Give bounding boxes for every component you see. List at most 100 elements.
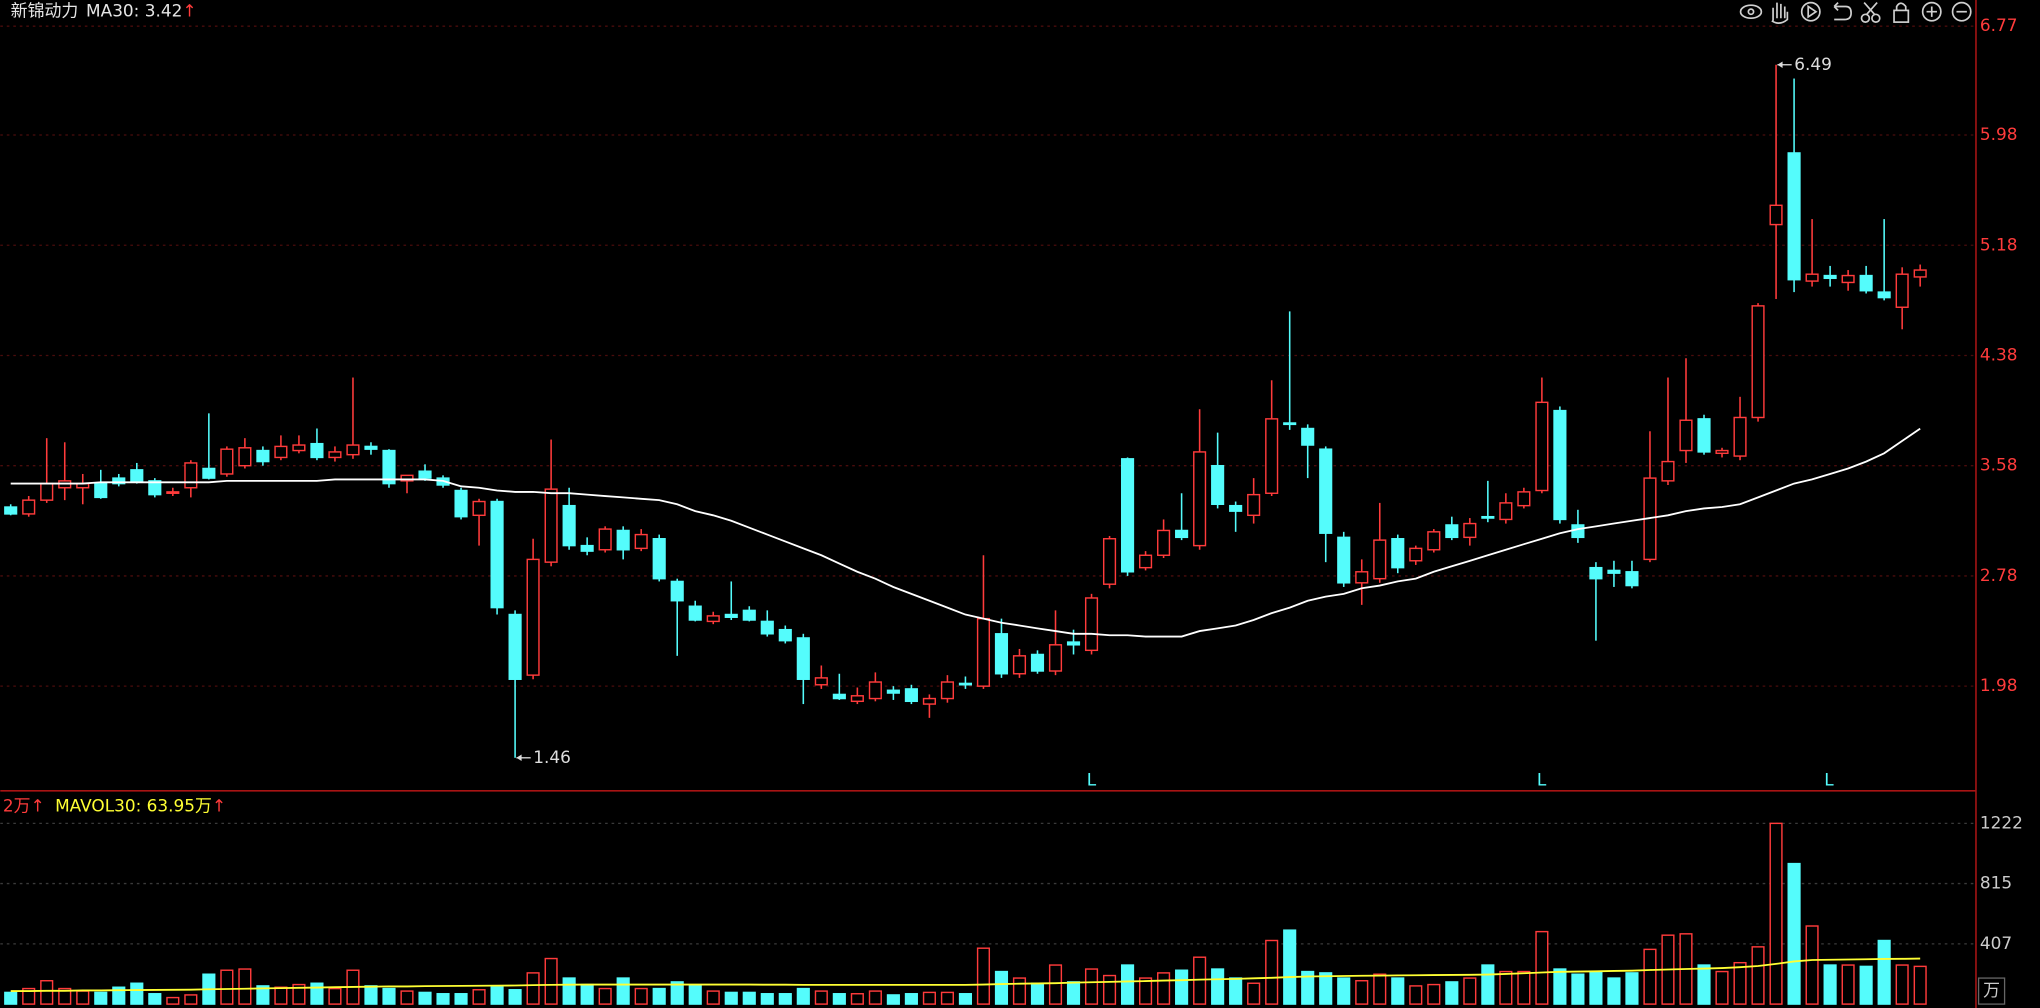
candle-body	[976, 617, 991, 687]
volume-bar	[76, 990, 90, 1005]
volume-bar	[1463, 977, 1477, 1005]
candle-body	[868, 681, 882, 700]
candle-body	[1229, 504, 1243, 512]
volume-bar	[40, 980, 54, 1005]
volume-bar	[1427, 983, 1441, 1005]
volume-bar	[130, 982, 144, 1005]
volume-bar	[292, 983, 306, 1005]
volume-bar	[1805, 925, 1819, 1005]
candle-body	[778, 628, 792, 642]
volume-bar	[868, 990, 882, 1005]
candle-body	[526, 558, 540, 676]
ma30-line	[10, 427, 1921, 638]
undo-icon[interactable]	[1833, 2, 1852, 21]
candle-body	[1247, 493, 1261, 517]
candle-body	[1283, 422, 1297, 426]
volume-bar	[1066, 981, 1081, 1005]
volume-bar	[1697, 964, 1711, 1005]
volume-bar	[634, 987, 648, 1005]
candle-body	[1157, 529, 1171, 556]
candle-body	[1463, 522, 1477, 539]
volume-bar	[1030, 982, 1045, 1005]
volume-tick-label: 407	[1980, 933, 2012, 953]
volume-bar	[922, 991, 936, 1005]
volume-bar	[454, 993, 468, 1005]
volume-bar	[364, 985, 378, 1005]
volume-bar	[274, 986, 288, 1005]
hand-icon[interactable]	[1771, 2, 1789, 24]
volume-bar	[1589, 970, 1603, 1005]
candle-body	[1265, 418, 1279, 494]
volume-bar	[256, 985, 270, 1005]
y-tick-label: 1.98	[1980, 675, 2018, 695]
volume-bar	[1283, 929, 1297, 1005]
toolbar	[1739, 1, 1972, 24]
volume-bar	[4, 991, 18, 1005]
candle-body	[1120, 458, 1135, 573]
volume-bar	[688, 985, 702, 1005]
volume-bar	[220, 969, 234, 1005]
volume-bar	[472, 989, 486, 1005]
volume-bar	[778, 993, 792, 1005]
candle-body	[1535, 401, 1549, 492]
volume-bar	[1337, 977, 1351, 1005]
candle-body	[256, 449, 270, 463]
candle-body	[1175, 529, 1189, 539]
scissors-icon[interactable]	[1860, 2, 1881, 23]
volume-bar	[598, 987, 612, 1005]
volume-bar	[1139, 977, 1153, 1005]
marker: L	[1824, 769, 1834, 789]
zoom-out-icon[interactable]	[1951, 1, 1972, 22]
volume-bar	[1120, 964, 1135, 1005]
volume-bar	[1301, 970, 1315, 1005]
zoom-in-icon[interactable]	[1921, 1, 1942, 22]
candle-body	[1571, 524, 1585, 539]
candle-body	[1319, 448, 1333, 534]
marker: L	[1537, 769, 1547, 789]
volume-bar	[112, 986, 126, 1005]
candle-body	[1084, 597, 1099, 652]
volume-bar	[742, 991, 756, 1005]
candle-body	[274, 445, 288, 459]
volume-bar	[760, 993, 774, 1005]
volume-bar	[814, 990, 828, 1005]
candle-body	[220, 448, 234, 475]
volume-bar	[580, 983, 594, 1005]
candle-body	[400, 474, 414, 482]
candle-body	[1139, 554, 1153, 569]
candle-body	[670, 580, 684, 602]
lock-icon[interactable]	[1893, 2, 1910, 23]
extreme-label: 6.49	[1794, 54, 1832, 74]
volume-bar	[310, 982, 324, 1005]
candle-body	[310, 442, 324, 459]
candle-body	[1841, 274, 1855, 284]
candle-body	[1733, 416, 1747, 457]
candle-body	[112, 477, 126, 485]
candle-body	[1517, 491, 1531, 507]
candle-body	[1697, 418, 1711, 453]
extreme-label: 1.46	[533, 747, 571, 767]
unit-box	[1977, 977, 2006, 1005]
play-icon[interactable]	[1800, 1, 1821, 22]
candle-body	[364, 445, 378, 450]
candle-body	[958, 682, 973, 686]
candle-body	[724, 613, 738, 618]
mavol-label: MAVOL30: 63.95万	[55, 795, 212, 815]
volume-bar	[436, 993, 450, 1005]
volume-bar	[796, 987, 810, 1005]
volume-bar	[148, 993, 162, 1005]
eye-icon[interactable]	[1739, 4, 1763, 20]
candle-body	[1409, 547, 1423, 562]
volume-bar	[1084, 968, 1099, 1005]
mavol30-line	[10, 957, 1921, 993]
volume-bar	[490, 986, 504, 1005]
volume-bar	[238, 968, 252, 1005]
volume-bar	[1751, 946, 1765, 1005]
candle-body	[1805, 273, 1819, 282]
volume-bar	[508, 989, 522, 1005]
candle-body	[1553, 409, 1567, 521]
candle-body	[1823, 274, 1837, 280]
y-tick-label: 6.77	[1980, 15, 2018, 35]
candle-body	[1427, 531, 1441, 551]
